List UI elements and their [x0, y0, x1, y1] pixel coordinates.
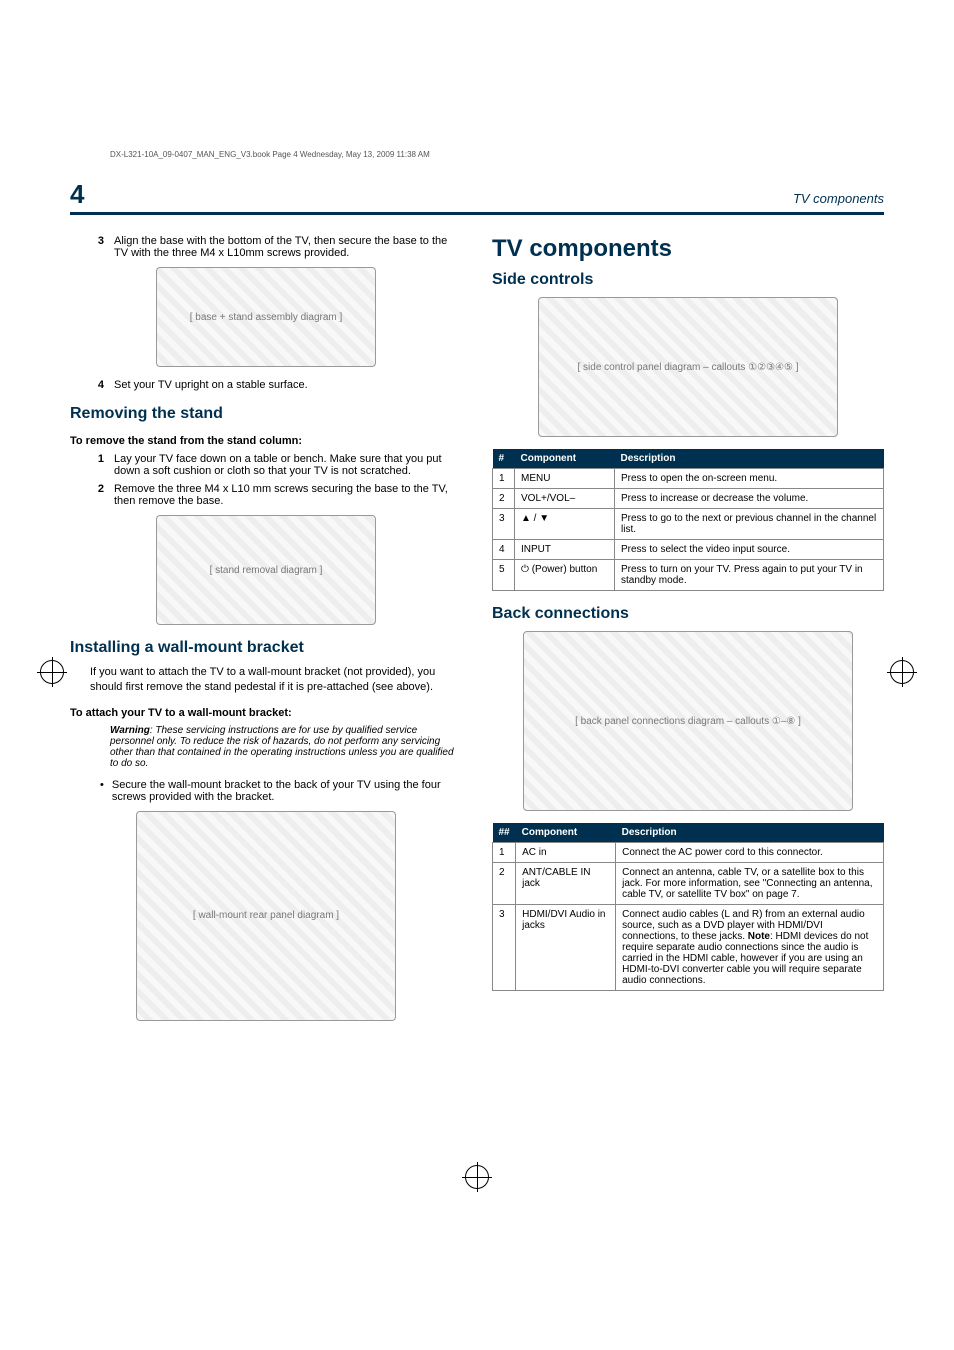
step-number: 1 [90, 453, 104, 477]
body-text: If you want to attach the TV to a wall-m… [70, 665, 462, 695]
page: DX-L321-10A_09-0407_MAN_ENG_V3.book Page… [0, 0, 954, 1350]
figure-side-controls: [ side control panel diagram – callouts … [538, 297, 838, 437]
step-text: Align the base with the bottom of the TV… [114, 235, 462, 259]
warning-text: : These servicing instructions are for u… [110, 725, 454, 769]
table-cell: ▲ / ▼ [515, 509, 615, 540]
step-row: 3 Align the base with the bottom of the … [70, 235, 462, 259]
warning-block: Warning: These servicing instructions ar… [70, 725, 462, 769]
step-number: 3 [90, 235, 104, 259]
heading-wall-mount: Installing a wall-mount bracket [70, 639, 462, 657]
book-header-line: DX-L321-10A_09-0407_MAN_ENG_V3.book Page… [70, 150, 884, 159]
table-cell: ⏻ (Power) button [515, 560, 615, 591]
heading-side-controls: Side controls [492, 271, 884, 289]
table-cell: 4 [493, 540, 515, 560]
figure-wall-mount: [ wall-mount rear panel diagram ] [136, 811, 396, 1021]
heading-removing-stand: Removing the stand [70, 405, 462, 423]
table-cell: Connect an antenna, cable TV, or a satel… [616, 863, 884, 905]
note-label: Note [748, 931, 770, 942]
table-cell: 2 [493, 489, 515, 509]
th: Component [516, 823, 616, 843]
step-row: 4 Set your TV upright on a stable surfac… [70, 379, 462, 391]
heading-tv-components: TV components [492, 235, 884, 263]
table-row: 5⏻ (Power) buttonPress to turn on your T… [493, 560, 884, 591]
registration-mark-right [890, 660, 914, 684]
table-cell: Connect the AC power cord to this connec… [616, 843, 884, 863]
table-cell: Press to open the on-screen menu. [615, 469, 884, 489]
side-controls-table: # Component Description 1MENUPress to op… [492, 449, 884, 591]
table-cell: 1 [493, 843, 516, 863]
registration-mark-center [465, 1165, 489, 1189]
table-cell: 1 [493, 469, 515, 489]
back-connections-table: ## Component Description 1AC inConnect t… [492, 823, 884, 991]
table-cell: 3 [493, 905, 516, 991]
subhead: To remove the stand from the stand colum… [70, 435, 462, 447]
table-row: 1AC inConnect the AC power cord to this … [493, 843, 884, 863]
table-cell: HDMI/DVI Audio in jacks [516, 905, 616, 991]
page-number: 4 [70, 179, 84, 210]
table-cell: ANT/CABLE IN jack [516, 863, 616, 905]
step-number: 4 [90, 379, 104, 391]
bullet-row: • Secure the wall-mount bracket to the b… [70, 779, 462, 803]
table-cell: Press to turn on your TV. Press again to… [615, 560, 884, 591]
th: # [493, 449, 515, 469]
step-row: 1 Lay your TV face down on a table or be… [70, 453, 462, 477]
figure-stand-removal: [ stand removal diagram ] [156, 515, 376, 625]
table-cell: Press to select the video input source. [615, 540, 884, 560]
table-cell: VOL+/VOL– [515, 489, 615, 509]
table-row: 4INPUTPress to select the video input so… [493, 540, 884, 560]
table-cell: Connect audio cables (L and R) from an e… [616, 905, 884, 991]
step-text: Lay your TV face down on a table or benc… [114, 453, 462, 477]
th: Description [615, 449, 884, 469]
th: Description [616, 823, 884, 843]
heading-back-connections: Back connections [492, 605, 884, 623]
left-column: 3 Align the base with the bottom of the … [70, 235, 462, 1033]
table-cell: 3 [493, 509, 515, 540]
table-row: 2VOL+/VOL–Press to increase or decrease … [493, 489, 884, 509]
table-cell: INPUT [515, 540, 615, 560]
step-row: 2 Remove the three M4 x L10 mm screws se… [70, 483, 462, 507]
figure-back-connections: [ back panel connections diagram – callo… [523, 631, 853, 811]
running-head: TV components [793, 191, 884, 206]
table-cell: 5 [493, 560, 515, 591]
table-row: 1MENUPress to open the on-screen menu. [493, 469, 884, 489]
table-row: 3▲ / ▼Press to go to the next or previou… [493, 509, 884, 540]
right-column: TV components Side controls [ side contr… [492, 235, 884, 1033]
table-row: 3HDMI/DVI Audio in jacksConnect audio ca… [493, 905, 884, 991]
step-number: 2 [90, 483, 104, 507]
table-cell: MENU [515, 469, 615, 489]
table-cell: Press to go to the next or previous chan… [615, 509, 884, 540]
table-cell: AC in [516, 843, 616, 863]
bullet-dot: • [100, 779, 104, 803]
table-row: 2ANT/CABLE IN jackConnect an antenna, ca… [493, 863, 884, 905]
table-cell: 2 [493, 863, 516, 905]
table-cell: Press to increase or decrease the volume… [615, 489, 884, 509]
warning-label: Warning [110, 725, 150, 736]
page-header: 4 TV components [70, 179, 884, 215]
bullet-text: Secure the wall-mount bracket to the bac… [112, 779, 462, 803]
th: ## [493, 823, 516, 843]
subhead: To attach your TV to a wall-mount bracke… [70, 707, 462, 719]
registration-mark-left [40, 660, 64, 684]
th: Component [515, 449, 615, 469]
figure-base-assembly: [ base + stand assembly diagram ] [156, 267, 376, 367]
step-text: Set your TV upright on a stable surface. [114, 379, 308, 391]
step-text: Remove the three M4 x L10 mm screws secu… [114, 483, 462, 507]
